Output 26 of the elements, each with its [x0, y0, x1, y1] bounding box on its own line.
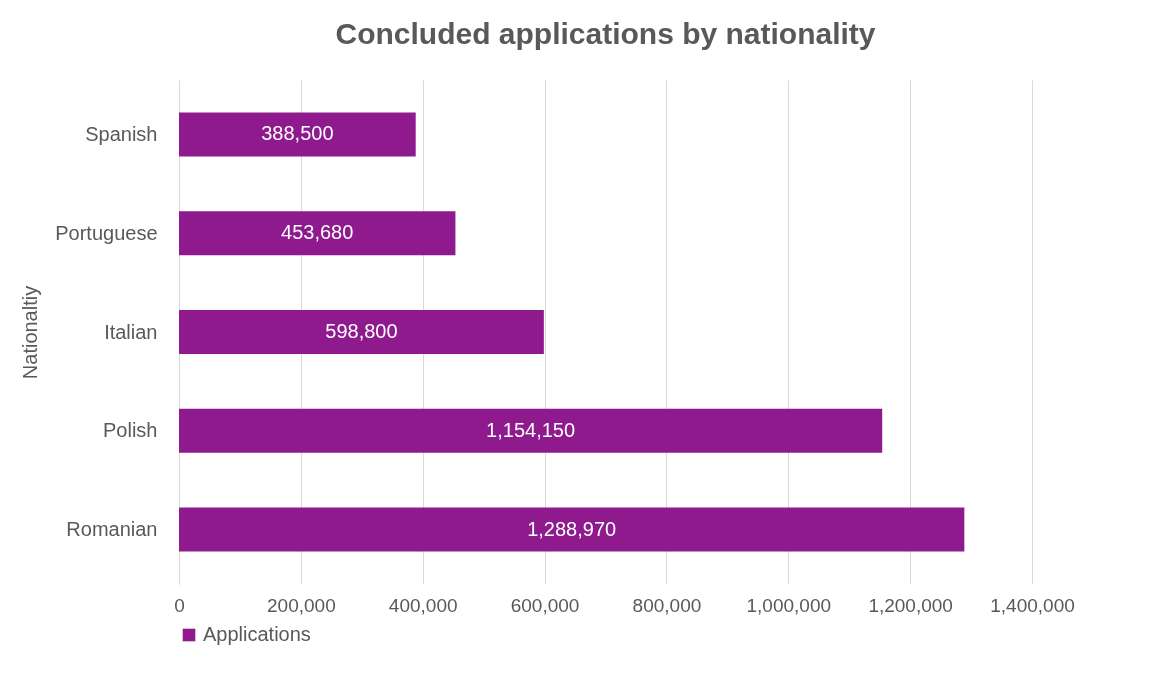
- x-tick-label: 0: [174, 594, 185, 616]
- x-tick-label: 400,000: [388, 594, 458, 616]
- x-tick-label: 200,000: [267, 594, 336, 616]
- bar: [179, 211, 456, 256]
- data-label: 453,680: [281, 221, 354, 244]
- y-tick-label: Spanish: [85, 122, 158, 145]
- data-label: 1,288,970: [527, 517, 617, 540]
- y-axis-title: Nationaltiy: [19, 285, 42, 380]
- x-tick-label: 1,000,000: [746, 594, 832, 616]
- chart-title: Concluded applications by nationality: [335, 17, 876, 50]
- data-label: 388,500: [261, 122, 334, 145]
- y-tick-label: Romanian: [66, 518, 158, 541]
- data-label: 1,154,150: [486, 418, 576, 441]
- x-tick-label: 800,000: [632, 594, 702, 616]
- x-tick-label: 1,400,000: [990, 594, 1075, 616]
- bar: [179, 112, 416, 157]
- y-tick-label: Portuguese: [55, 221, 158, 244]
- bar: [179, 408, 883, 453]
- bar: [179, 310, 544, 354]
- y-tick-label: Polish: [103, 419, 158, 442]
- x-tick-label: 1,200,000: [868, 594, 953, 616]
- bar: [179, 507, 965, 552]
- y-tick-label: Italian: [104, 320, 158, 343]
- legend-label: Applications: [203, 623, 311, 645]
- data-label: 598,800: [325, 320, 398, 342]
- x-tick-label: 600,000: [510, 594, 580, 616]
